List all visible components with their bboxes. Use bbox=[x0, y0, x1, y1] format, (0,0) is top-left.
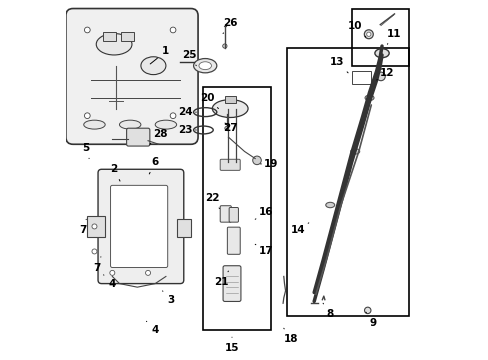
Ellipse shape bbox=[141, 57, 165, 75]
FancyBboxPatch shape bbox=[220, 159, 240, 170]
Bar bbox=[351, 71, 370, 84]
Text: 7: 7 bbox=[93, 257, 101, 273]
Ellipse shape bbox=[155, 120, 176, 129]
Text: 15: 15 bbox=[224, 337, 239, 353]
Circle shape bbox=[222, 44, 226, 48]
Text: 24: 24 bbox=[178, 107, 196, 117]
Text: 7: 7 bbox=[79, 219, 86, 235]
Text: 5: 5 bbox=[82, 143, 89, 158]
Circle shape bbox=[170, 27, 176, 33]
Text: 19: 19 bbox=[260, 159, 278, 169]
FancyBboxPatch shape bbox=[220, 206, 231, 222]
Ellipse shape bbox=[364, 30, 372, 39]
Circle shape bbox=[376, 72, 385, 81]
Text: 25: 25 bbox=[182, 50, 196, 66]
Text: 11: 11 bbox=[386, 28, 401, 44]
Text: 1: 1 bbox=[150, 46, 169, 64]
Text: 2: 2 bbox=[110, 164, 120, 181]
FancyBboxPatch shape bbox=[126, 128, 149, 146]
Text: 16: 16 bbox=[255, 207, 273, 219]
Circle shape bbox=[92, 224, 97, 229]
Bar bbox=[203, 87, 271, 330]
Text: 14: 14 bbox=[290, 223, 308, 235]
FancyBboxPatch shape bbox=[66, 9, 198, 144]
Text: 8: 8 bbox=[323, 303, 333, 319]
Text: 4: 4 bbox=[146, 321, 159, 335]
Text: 20: 20 bbox=[200, 93, 218, 109]
FancyBboxPatch shape bbox=[98, 169, 183, 284]
Circle shape bbox=[84, 113, 90, 118]
Text: 10: 10 bbox=[347, 21, 365, 37]
Text: 28: 28 bbox=[149, 129, 167, 144]
Circle shape bbox=[110, 270, 115, 275]
Text: 6: 6 bbox=[149, 157, 159, 174]
Ellipse shape bbox=[365, 95, 373, 100]
Bar bbox=[351, 9, 408, 66]
Ellipse shape bbox=[325, 202, 334, 208]
Text: 17: 17 bbox=[255, 244, 273, 256]
Ellipse shape bbox=[119, 120, 141, 129]
FancyBboxPatch shape bbox=[223, 266, 241, 301]
FancyBboxPatch shape bbox=[110, 185, 167, 267]
Bar bbox=[287, 48, 408, 316]
FancyBboxPatch shape bbox=[227, 227, 240, 254]
Text: 12: 12 bbox=[376, 68, 394, 80]
Text: 23: 23 bbox=[178, 125, 196, 135]
Text: 4: 4 bbox=[103, 275, 116, 289]
Circle shape bbox=[145, 270, 150, 275]
Circle shape bbox=[170, 113, 176, 118]
FancyBboxPatch shape bbox=[229, 207, 238, 222]
Circle shape bbox=[84, 27, 90, 33]
Text: 13: 13 bbox=[329, 57, 347, 73]
Text: 18: 18 bbox=[283, 328, 298, 344]
Bar bbox=[87, 216, 105, 237]
Text: 9: 9 bbox=[365, 312, 376, 328]
Ellipse shape bbox=[212, 100, 247, 117]
Text: 21: 21 bbox=[214, 271, 228, 287]
Ellipse shape bbox=[364, 307, 370, 314]
Bar bbox=[121, 32, 134, 41]
Circle shape bbox=[92, 249, 97, 254]
Ellipse shape bbox=[366, 32, 370, 36]
Circle shape bbox=[252, 156, 261, 165]
Text: 3: 3 bbox=[162, 291, 175, 305]
Bar bbox=[224, 96, 235, 103]
Ellipse shape bbox=[96, 33, 132, 55]
Bar bbox=[103, 32, 116, 41]
Ellipse shape bbox=[193, 59, 216, 73]
Text: 26: 26 bbox=[223, 18, 237, 33]
Bar bbox=[176, 219, 190, 237]
Text: 22: 22 bbox=[204, 193, 219, 208]
Circle shape bbox=[224, 126, 228, 130]
Ellipse shape bbox=[374, 49, 388, 58]
Text: 27: 27 bbox=[223, 123, 237, 133]
Ellipse shape bbox=[83, 120, 105, 129]
Ellipse shape bbox=[199, 62, 211, 69]
Ellipse shape bbox=[350, 149, 359, 154]
